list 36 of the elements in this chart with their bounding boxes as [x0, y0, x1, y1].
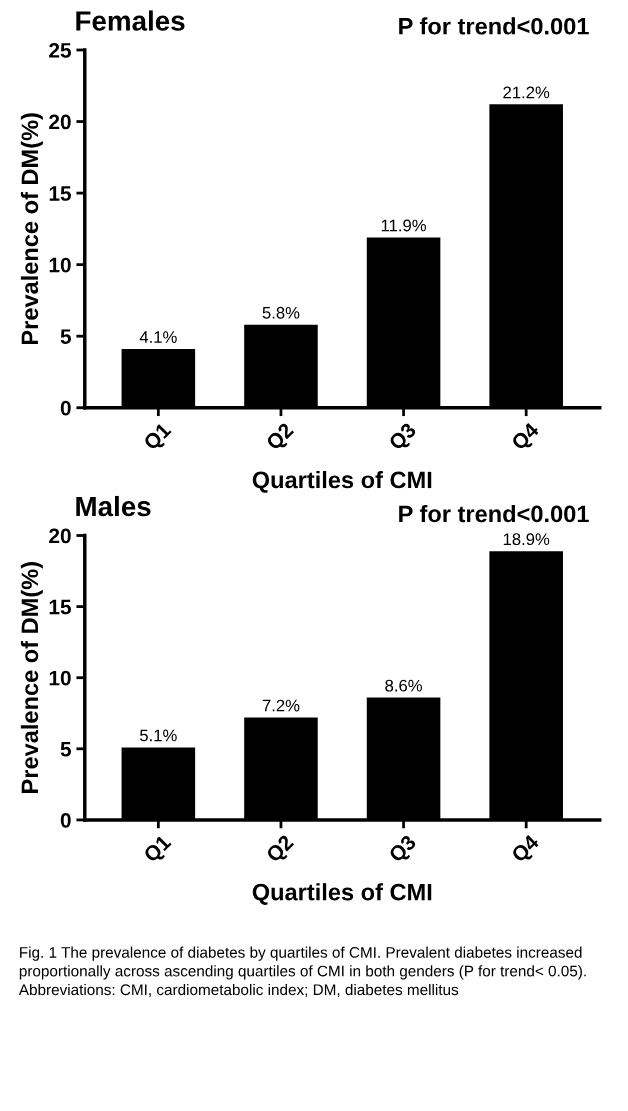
data-label: 4.1%	[139, 331, 177, 343]
y-tick-label: 0	[60, 812, 71, 828]
chart-title: Females	[76, 10, 185, 31]
x-tick-label: Q1	[142, 833, 175, 866]
y-tick-label: 10	[49, 670, 71, 686]
x-tick-label: Q3	[387, 834, 420, 866]
text: P for trend<0.001	[399, 504, 589, 523]
x-tick-label: Q2	[265, 834, 297, 866]
x-tick-label: Q3	[387, 421, 420, 454]
y-tick-label: 0	[60, 400, 71, 416]
y-tick-label: 25	[49, 43, 72, 58]
data-label: 5.1%	[140, 729, 177, 742]
y-axis-title: Prevalence of DM(%)	[20, 113, 43, 345]
y-tick-label: 15	[49, 186, 72, 201]
x-tick-label: Q2	[265, 421, 297, 454]
caption: Fig. 1 The prevalence of diabetes by quartiles of CMI. Prevalent diabetes increased proportionally across ascending quartiles of CMI in both genders (P for trend< 0.05). Abbreviations: CMI, cardiometabolic index; DM, diabetes mellitus	[18, 946, 586, 997]
y-tick-label: 20	[49, 528, 71, 544]
y-tick-label: 5	[60, 742, 72, 757]
y-axis-title: Prevalence of DM(%)	[20, 562, 43, 793]
x-axis-title: Quartiles of CMI	[252, 470, 432, 493]
data-label: 7.2%	[262, 699, 300, 712]
data-label: 18.9%	[503, 533, 550, 546]
data-label: 5.8%	[262, 306, 300, 319]
text: P for trend<0.001	[399, 17, 589, 35]
x-tick-label: Q1	[142, 421, 175, 454]
y-tick-label: 15	[49, 599, 72, 615]
data-label: 11.9%	[381, 219, 426, 232]
y-tick-label: 20	[49, 114, 71, 130]
y-tick-label: 10	[49, 257, 71, 273]
x-tick-label: Q4	[510, 421, 543, 454]
data-label: 8.6%	[385, 679, 422, 692]
x-tick-label: Q4	[510, 833, 543, 866]
data-label: 21.2%	[503, 86, 550, 99]
x-axis-title: Quartiles of CMI	[252, 883, 432, 905]
chart-title: Males	[76, 495, 151, 517]
y-tick-label: 5	[60, 329, 72, 344]
